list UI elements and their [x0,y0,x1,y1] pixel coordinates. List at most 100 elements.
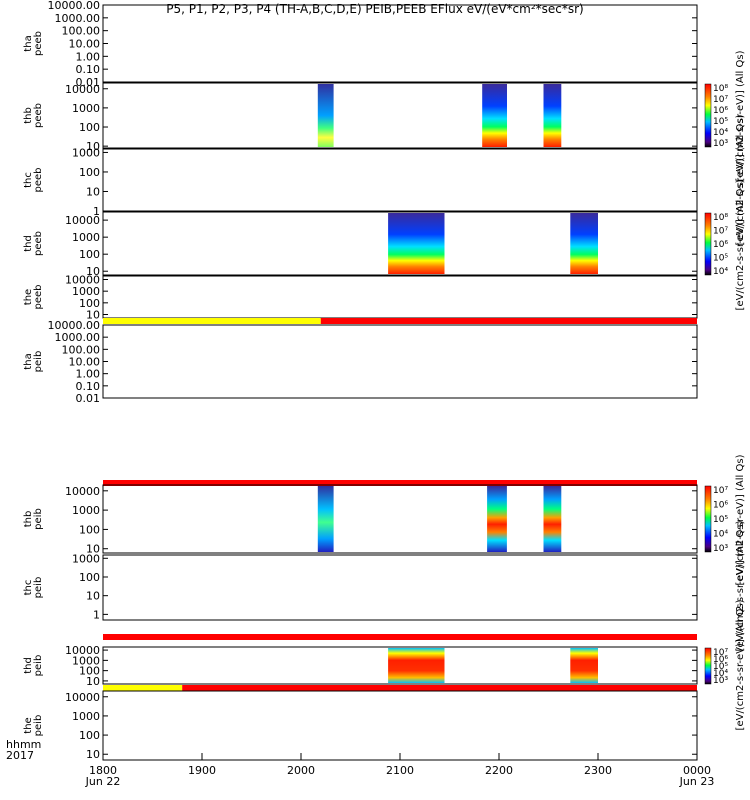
colorbar-tick-label: 10⁴ [713,669,728,679]
spectrogram-block [570,213,598,274]
y-tick-label: 1000 [72,552,100,565]
colorbar-tick-label: 10³ [713,676,728,686]
y-tick-label: 1000 [72,654,100,667]
y-tick-label: 100 [79,297,100,310]
year-label: 2017 [6,749,34,762]
y-tick-label: 100 [79,729,100,742]
status-bar-segment [103,685,183,691]
colorbar-tick-label: 10⁶ [713,501,728,511]
y-tick-label: 10 [86,590,100,603]
y-tick-label: 0.10 [76,63,101,76]
y-tick-label: 1 [93,205,100,218]
y-axis-label: thb [23,511,34,528]
time-format-label: hhmm [6,738,42,751]
y-tick-label: 1000 [72,504,100,517]
y-axis-label: peeb [33,31,44,56]
colorbar-units-label: [eV/(cm2-s-sr-eV)] (All Qs) [735,454,746,585]
y-tick-label: 10 [86,543,100,556]
y-tick-label: 1000 [72,102,100,115]
y-tick-label: 100.00 [62,343,101,356]
colorbar-tick-label: 10⁷ [713,648,728,658]
y-tick-label: 0.01 [76,76,101,89]
y-tick-label: 10 [86,185,100,198]
colorbar-tick-label: 10⁶ [713,655,728,665]
y-tick-label: 10.00 [69,356,101,369]
panel-thc_peeb: 1000 100 10 1 thc peeb [23,146,698,218]
colorbar-units-label: [eV/(cm2-s-sr-eV)] (All Qs) [735,599,746,730]
y-tick-label: 1000 [72,231,100,244]
colorbar-tick-label: 10⁸ [713,84,728,94]
y-tick-label: 10000 [65,485,100,498]
spectrogram-block [543,84,562,147]
colorbar-tick-label: 10⁵ [713,254,728,264]
colorbar [704,485,712,553]
panel-thc_peib: 1000 100 10 1 thc peib [23,552,698,640]
x-date-label: Jun 22 [85,775,121,788]
panel-the_peib: 10000 1000 100 10 the peib [23,690,698,761]
colorbar [704,83,712,148]
y-tick-label: 1.00 [76,50,101,63]
panel-frame [102,554,698,621]
colorbar-tick-label: 10⁵ [713,117,728,127]
status-bar-segment [103,634,697,640]
colorbar-tick-label: 10⁸ [713,213,728,223]
colorbar-tick-label: 10⁴ [713,530,728,540]
status-bar-segment [103,318,321,324]
y-tick-label: 10 [86,308,100,321]
y-axis-label: peeb [33,168,44,193]
spectrogram-block [543,486,562,552]
x-tick-label: 0000 [683,764,711,777]
panel-frame [102,148,698,212]
status-bar-segment [103,480,697,486]
y-tick-label: 10000 [65,691,100,704]
colorbar-units-label: [eV/(cm2-s-sr-eV)] (All Qs) [735,520,746,651]
y-tick-label: 10 [86,265,100,278]
panel-frame [102,324,698,399]
colorbar-tick-label: 10⁴ [713,267,728,277]
y-axis-label: peib [33,655,44,677]
colorbar-tick-label: 10³ [713,544,728,554]
colorbar [704,647,712,685]
status-bar-segment [320,318,697,324]
y-tick-label: 1000 [72,146,100,159]
y-tick-label: 1.00 [76,368,101,381]
panel-frame [102,4,698,83]
y-tick-label: 100 [79,121,100,134]
spectrogram-block [487,486,507,552]
y-tick-label: 1000 [72,710,100,723]
x-tick-label: 2200 [485,764,513,777]
x-tick-label: 1900 [188,764,216,777]
x-date-label: Jun 23 [679,775,715,788]
spectrogram-block [388,213,445,274]
panel-thd_peeb: 10000 1000 100 10 thd peeb 10⁸ 10⁷ 10⁶ 10⁵ 10⁴ [23,211,728,278]
y-axis-label: peib [33,577,44,599]
y-tick-label: 10000 [65,644,100,657]
y-tick-label: 10000 [65,83,100,96]
y-tick-label: 0.01 [76,392,101,405]
y-tick-label: 10 [86,748,100,761]
colorbar-tick-label: 10⁷ [713,95,728,105]
colorbar-tick-label: 10⁷ [713,486,728,496]
y-axis-label: tha [23,353,34,369]
y-axis-label: the [23,289,34,305]
colorbar-units-label: [eV/(cm2-s-sr-eV)] (All Qs) [735,179,746,310]
spectrogram-block [482,84,507,147]
y-axis-label: peib [33,351,44,373]
y-axis-label: tha [23,35,34,51]
colorbar-tick-label: 10⁶ [713,106,728,116]
y-axis-label: peeb [33,285,44,310]
x-tick-label: 2000 [287,764,315,777]
colorbar-tick-label: 10⁶ [713,240,728,250]
y-tick-label: 10 [86,675,100,688]
colorbar-tick-label: 10⁵ [713,662,728,672]
spectrogram-block [570,648,598,683]
y-axis-label: peeb [33,231,44,256]
y-tick-label: 100 [79,571,100,584]
y-tick-label: 100 [79,665,100,678]
y-tick-label: 100.00 [62,25,101,38]
